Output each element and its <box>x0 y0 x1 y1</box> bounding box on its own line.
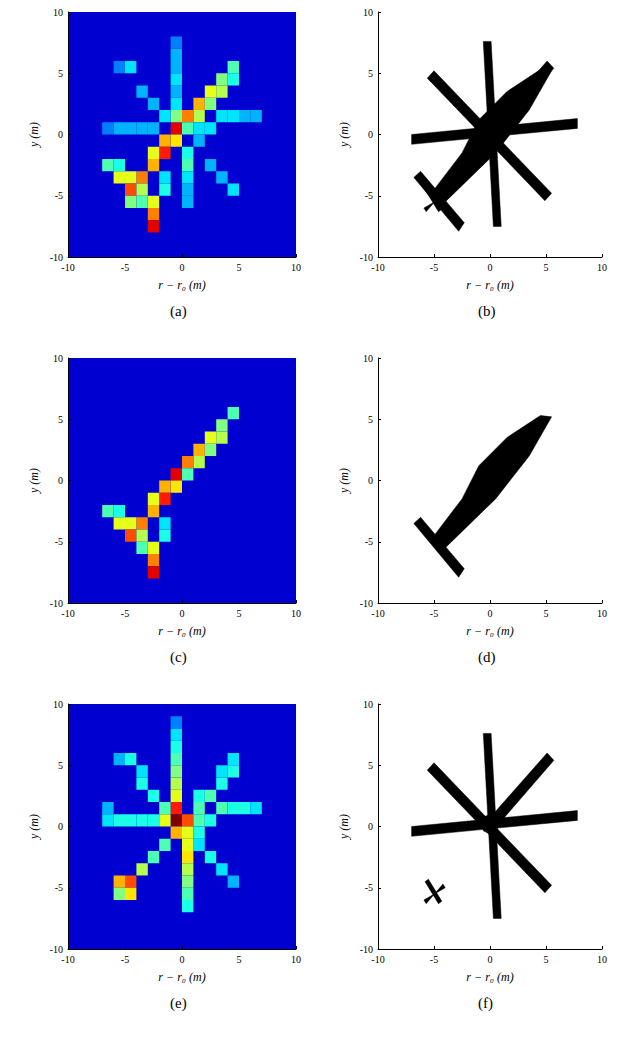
svg-text:-10: -10 <box>371 608 384 619</box>
svg-text:y (m): y (m) <box>337 814 351 840</box>
svg-text:0: 0 <box>180 262 185 273</box>
svg-text:r − r₀ (m): r − r₀ (m) <box>158 624 205 638</box>
svg-text:-5: -5 <box>430 262 438 273</box>
svg-text:10: 10 <box>363 353 373 364</box>
svg-text:r − r₀ (m): r − r₀ (m) <box>466 624 513 638</box>
svg-text:-10: -10 <box>49 597 63 609</box>
svg-text:0: 0 <box>58 129 63 140</box>
svg-text:10: 10 <box>363 699 373 710</box>
svg-text:-10: -10 <box>359 597 373 609</box>
svg-text:5: 5 <box>544 262 549 273</box>
svg-text:5: 5 <box>237 954 242 965</box>
svg-text:10: 10 <box>53 7 63 18</box>
svg-text:-10: -10 <box>49 251 63 263</box>
svg-text:-5: -5 <box>365 190 373 201</box>
svg-text:10: 10 <box>291 954 301 965</box>
svg-text:0: 0 <box>488 262 493 273</box>
svg-text:5: 5 <box>368 68 373 79</box>
svg-text:0: 0 <box>180 608 185 619</box>
svg-text:10: 10 <box>291 608 301 619</box>
svg-text:5: 5 <box>237 608 242 619</box>
svg-text:-10: -10 <box>61 262 74 273</box>
svg-text:-5: -5 <box>121 608 129 619</box>
svg-text:(e): (e) <box>170 995 187 1012</box>
svg-text:r − r₀ (m): r − r₀ (m) <box>158 278 205 292</box>
svg-text:-5: -5 <box>55 882 63 893</box>
svg-text:0: 0 <box>180 954 185 965</box>
svg-text:0: 0 <box>58 821 63 832</box>
svg-text:-5: -5 <box>365 536 373 547</box>
svg-text:r − r₀ (m): r − r₀ (m) <box>158 970 205 984</box>
svg-text:-10: -10 <box>371 262 384 273</box>
svg-text:5: 5 <box>544 954 549 965</box>
svg-text:0: 0 <box>368 821 373 832</box>
svg-text:10: 10 <box>363 7 373 18</box>
svg-text:-10: -10 <box>49 943 63 955</box>
svg-text:10: 10 <box>53 699 63 710</box>
svg-text:10: 10 <box>597 608 607 619</box>
svg-text:-5: -5 <box>55 536 63 547</box>
svg-text:y (m): y (m) <box>27 468 41 494</box>
svg-text:10: 10 <box>291 262 301 273</box>
svg-text:r − r₀ (m): r − r₀ (m) <box>466 970 513 984</box>
svg-text:0: 0 <box>368 129 373 140</box>
svg-text:5: 5 <box>58 760 63 771</box>
svg-text:-5: -5 <box>430 954 438 965</box>
svg-text:0: 0 <box>488 954 493 965</box>
svg-text:-10: -10 <box>61 954 74 965</box>
svg-text:(d): (d) <box>478 649 496 666</box>
svg-text:-5: -5 <box>121 954 129 965</box>
svg-text:r − r₀ (m): r − r₀ (m) <box>466 278 513 292</box>
svg-text:(a): (a) <box>170 303 187 320</box>
svg-text:-10: -10 <box>359 251 373 263</box>
svg-text:5: 5 <box>368 760 373 771</box>
svg-text:10: 10 <box>597 954 607 965</box>
svg-text:10: 10 <box>53 353 63 364</box>
svg-text:-10: -10 <box>359 943 373 955</box>
svg-text:5: 5 <box>58 414 63 425</box>
svg-text:y (m): y (m) <box>337 468 351 494</box>
svg-text:y (m): y (m) <box>27 122 41 148</box>
svg-text:-5: -5 <box>55 190 63 201</box>
svg-text:-5: -5 <box>430 608 438 619</box>
svg-text:(f): (f) <box>478 995 493 1012</box>
svg-text:-10: -10 <box>61 608 74 619</box>
svg-text:10: 10 <box>597 262 607 273</box>
svg-text:-5: -5 <box>121 262 129 273</box>
svg-text:(c): (c) <box>170 649 187 666</box>
svg-text:(b): (b) <box>478 303 496 320</box>
svg-text:5: 5 <box>237 262 242 273</box>
svg-text:-10: -10 <box>371 954 384 965</box>
svg-text:5: 5 <box>368 414 373 425</box>
svg-text:y (m): y (m) <box>27 814 41 840</box>
svg-text:0: 0 <box>368 475 373 486</box>
svg-text:5: 5 <box>58 68 63 79</box>
svg-text:5: 5 <box>544 608 549 619</box>
svg-text:-5: -5 <box>365 882 373 893</box>
svg-text:0: 0 <box>58 475 63 486</box>
svg-text:y (m): y (m) <box>337 122 351 148</box>
svg-text:0: 0 <box>488 608 493 619</box>
